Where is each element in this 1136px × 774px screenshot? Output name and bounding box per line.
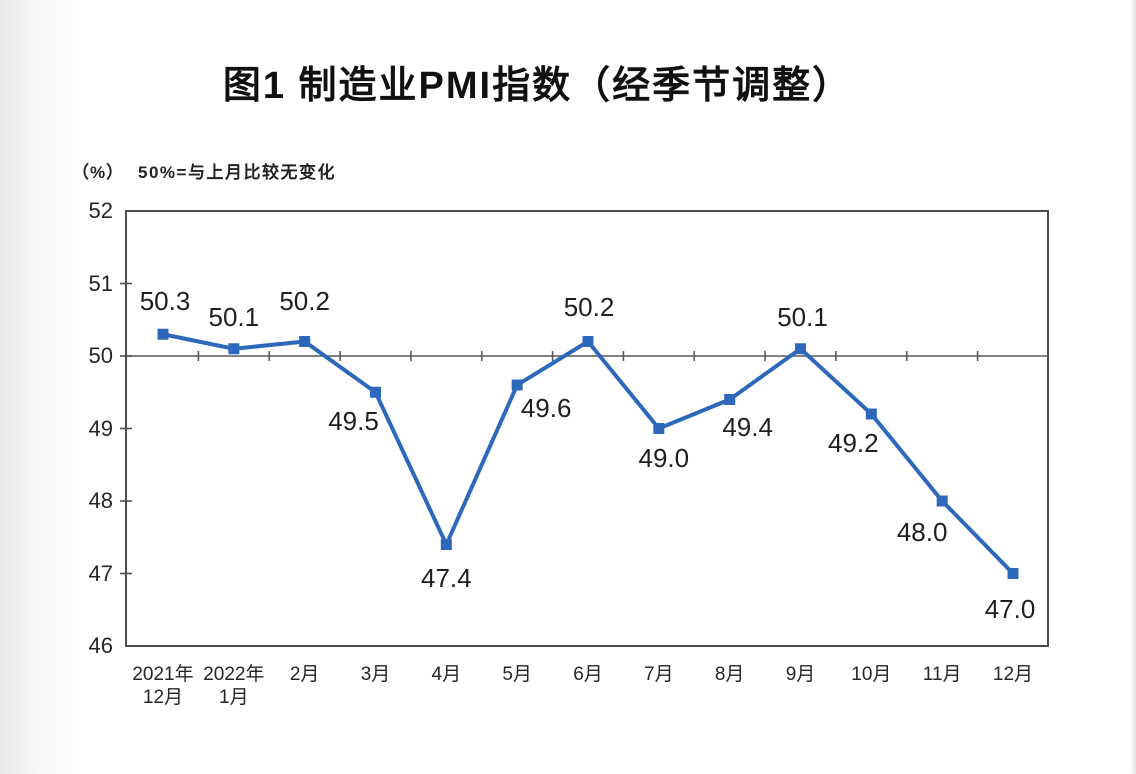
x-axis-category-label: 8月 <box>714 664 745 685</box>
data-point-marker <box>228 343 240 355</box>
data-point-marker <box>653 423 665 434</box>
data-point-value-label: 49.5 <box>328 406 379 437</box>
data-point-value-label: 47.0 <box>984 593 1036 624</box>
x-axis-category-label: 9月 <box>785 664 816 685</box>
data-point-marker <box>440 539 452 550</box>
x-axis-category-label: 5月 <box>502 664 532 685</box>
x-axis-category-label: 2022年 1月 <box>203 664 265 708</box>
data-point-marker <box>724 394 736 405</box>
data-point-marker <box>1007 568 1019 579</box>
x-axis-category-label: 6月 <box>573 664 603 685</box>
data-point-marker <box>370 386 381 398</box>
data-point-value-label: 49.4 <box>722 411 773 442</box>
data-point-value-label: 50.1 <box>208 301 260 332</box>
data-point-marker <box>795 343 806 355</box>
data-point-value-label: 49.0 <box>638 442 690 473</box>
data-point-value-label: 50.3 <box>139 286 191 317</box>
y-axis-unit-label: （%） <box>72 163 125 182</box>
data-point-value-label: 50.1 <box>777 301 828 332</box>
x-axis-category-label: 12月 <box>992 664 1034 685</box>
data-point-marker <box>299 336 311 347</box>
y-axis-tick-label: 48 <box>88 488 113 513</box>
y-axis-tick-label: 51 <box>88 270 113 296</box>
data-point-value-label: 50.2 <box>279 285 330 316</box>
x-axis-category-label: 3月 <box>360 664 391 685</box>
y-axis-tick-label: 46 <box>88 633 113 658</box>
x-axis-category-label: 7月 <box>644 664 674 685</box>
data-point-marker <box>582 336 594 347</box>
x-axis-category-label: 2021年 12月 <box>132 664 194 708</box>
data-point-value-label: 48.0 <box>896 517 948 547</box>
reference-note: 50%=与上月比较无变化 <box>138 163 336 182</box>
plot-border <box>125 210 1049 647</box>
y-axis-tick-label: 52 <box>88 198 113 223</box>
chart-title: 图1 制造业PMI指数（经季节调整） <box>222 65 853 107</box>
y-axis-tick-label: 49 <box>88 415 113 441</box>
x-axis-category-label: 4月 <box>431 664 462 685</box>
data-point-value-label: 50.2 <box>563 291 615 322</box>
data-point-marker <box>511 379 523 391</box>
data-point-marker <box>157 328 169 340</box>
data-point-marker <box>936 495 948 507</box>
data-point-value-label: 49.6 <box>520 393 572 423</box>
x-axis-category-label: 11月 <box>922 664 962 685</box>
x-axis-category-label: 2月 <box>289 664 320 685</box>
y-axis-tick-label: 50 <box>88 343 113 368</box>
x-axis-category-label: 10月 <box>851 664 892 685</box>
data-point-value-label: 47.4 <box>421 562 472 593</box>
y-axis-tick-label: 47 <box>88 560 113 586</box>
data-point-marker <box>865 408 877 420</box>
data-point-value-label: 49.2 <box>828 428 879 458</box>
